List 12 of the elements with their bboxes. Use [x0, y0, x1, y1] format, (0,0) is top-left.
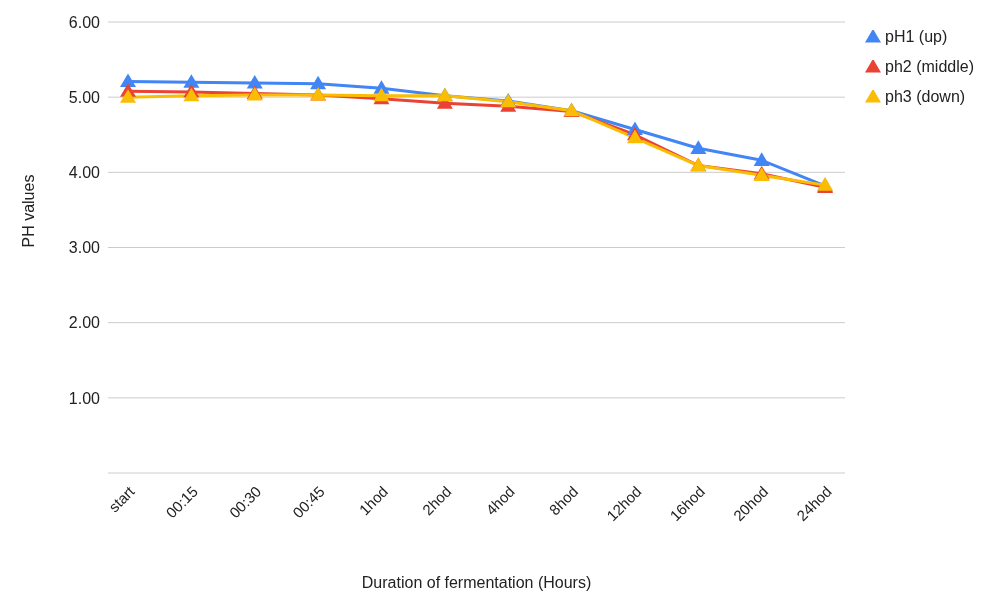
legend-label: pH1 (up) — [885, 28, 948, 45]
x-tick-label: start — [104, 482, 139, 516]
y-axis-title: PH values — [19, 174, 37, 248]
y-tick-label: 4.00 — [68, 164, 101, 182]
legend-label: ph2 (middle) — [885, 58, 974, 75]
y-tick-label: 3.00 — [68, 239, 101, 257]
y-tick-label: 2.00 — [68, 314, 101, 332]
x-axis-title: Duration of fermentation (Hours) — [361, 574, 592, 591]
y-tick-label: 6.00 — [68, 13, 101, 31]
legend-label: ph3 (down) — [885, 88, 966, 105]
y-tick-label: 1.00 — [68, 389, 101, 407]
y-tick-label: 5.00 — [68, 88, 101, 106]
